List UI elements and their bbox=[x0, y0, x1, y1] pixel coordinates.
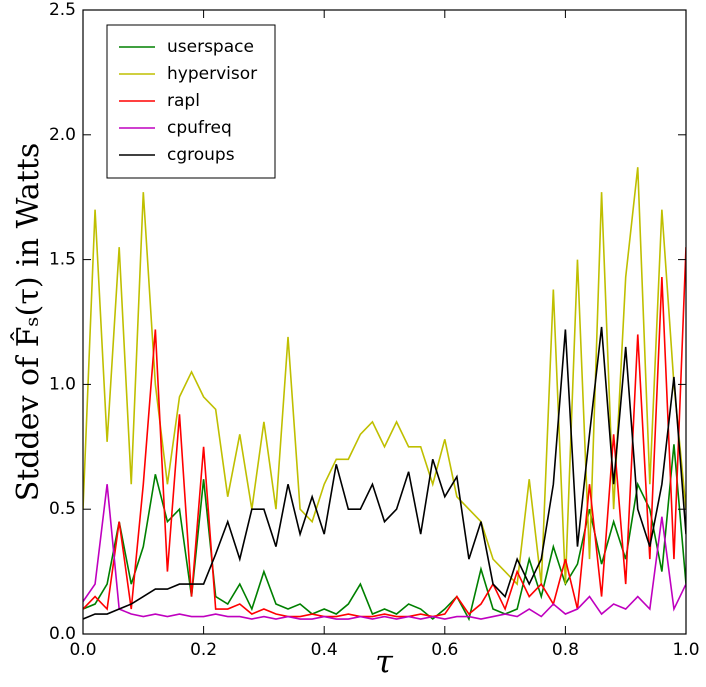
y-tick-label: 0.0 bbox=[49, 624, 76, 644]
y-tick-label: 2.5 bbox=[49, 0, 76, 20]
line bbox=[83, 167, 686, 586]
x-tick-label: 0.6 bbox=[431, 640, 458, 660]
plot-frame bbox=[82, 9, 687, 635]
line bbox=[83, 326, 686, 620]
x-tick-label: 0.4 bbox=[311, 640, 338, 660]
y-tick-label: 1.0 bbox=[49, 374, 76, 394]
x-tick-label: 0.0 bbox=[69, 640, 96, 660]
x-tick-label: 0.2 bbox=[190, 640, 217, 660]
y-tick-label: 1.5 bbox=[49, 250, 76, 270]
y-axis-label: Stddev of F̂ₛ(τ) in Watts bbox=[11, 143, 46, 502]
line bbox=[83, 484, 686, 620]
y-tick-label: 2.0 bbox=[49, 125, 76, 145]
legend-label: userspace bbox=[167, 37, 254, 57]
x-tick-label: 0.8 bbox=[552, 640, 579, 660]
legend-label: hypervisor bbox=[167, 64, 257, 84]
y-tick-label: 0.5 bbox=[49, 499, 76, 519]
legend-label: rapl bbox=[167, 91, 200, 111]
x-tick-label: 1.0 bbox=[672, 640, 699, 660]
line bbox=[83, 247, 686, 618]
line bbox=[83, 444, 686, 622]
legend-label: cgroups bbox=[167, 145, 235, 165]
x-axis-label: τ bbox=[375, 643, 394, 681]
legend-label: cpufreq bbox=[167, 118, 232, 138]
